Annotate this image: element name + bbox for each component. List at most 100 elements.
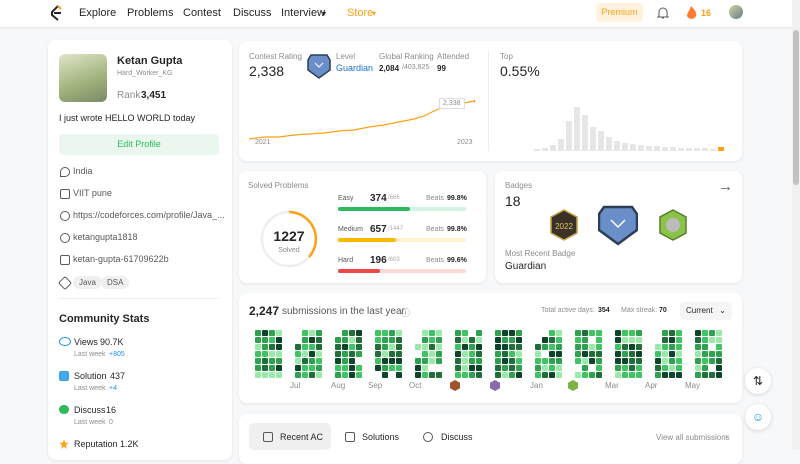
heatmap-cell — [615, 337, 621, 343]
nav-link[interactable]: Problems — [127, 7, 174, 19]
heatmap-cell — [255, 337, 261, 343]
heatmap-cell — [495, 365, 501, 371]
heatmap-cell — [509, 344, 515, 350]
tab-label[interactable]: Recent AC — [280, 432, 324, 442]
nav-link[interactable]: Discuss — [233, 7, 272, 19]
premium-button[interactable]: Premium — [596, 3, 643, 22]
submission-text: submissions in the last year — [282, 306, 405, 317]
tab-label[interactable]: Discuss — [441, 432, 473, 442]
nav-link[interactable]: Explore — [79, 7, 117, 19]
heatmap-cell — [436, 337, 442, 343]
heatmap-cell — [382, 351, 388, 357]
badge-icon[interactable]: 2022 — [549, 209, 579, 241]
heatmap-cell — [396, 351, 402, 357]
heatmap-cell — [462, 365, 468, 371]
badge-icon[interactable] — [598, 204, 638, 246]
info-icon[interactable]: ⓘ — [401, 308, 411, 318]
heatmap-cell — [549, 372, 555, 378]
heatmap-cell — [596, 358, 602, 364]
heatmap-cell — [255, 358, 261, 364]
heatmap-cell — [276, 344, 282, 350]
heatmap-cell — [709, 330, 715, 336]
github-icon — [60, 233, 70, 243]
heatmap-cell — [335, 358, 341, 364]
heatmap-cell — [396, 337, 402, 343]
month-badge[interactable] — [490, 380, 500, 391]
heatmap-cell — [582, 372, 588, 378]
heatmap-cell — [662, 372, 668, 378]
avatar[interactable] — [729, 5, 743, 19]
heatmap-cell — [335, 372, 341, 378]
heatmap-cell — [615, 330, 621, 336]
heatmap-cell — [502, 358, 508, 364]
skill-tag[interactable]: DSA — [101, 276, 130, 289]
solved-card: Solved Problems 1227 Solved Easy 374/666 B… — [239, 171, 486, 283]
heatmap-cell — [542, 372, 548, 378]
edit-profile-button[interactable]: Edit Profile — [59, 134, 219, 155]
float-button[interactable]: ⇅ — [745, 368, 771, 394]
year-select[interactable]: Current ⌄ — [680, 302, 732, 320]
global-label: Global Ranking — [379, 52, 434, 61]
info-text[interactable]: https://codeforces.com/profile/Java_... — [73, 210, 225, 220]
heatmap-cell — [302, 372, 308, 378]
fire-icon[interactable] — [686, 5, 697, 20]
heatmap-cell — [262, 365, 268, 371]
heatmap-cell — [356, 337, 362, 343]
nav-link[interactable]: Contest — [183, 7, 221, 19]
heatmap-cell — [615, 344, 621, 350]
heatmap-cell — [469, 365, 475, 371]
heatmap-cell — [509, 330, 515, 336]
heatmap-cell — [549, 344, 555, 350]
rank-label: Rank — [117, 90, 141, 101]
badge-icon[interactable] — [658, 209, 688, 241]
tabs-card: Recent AC Solutions Discuss View all sub… — [239, 414, 742, 464]
rating: 2,338 — [249, 63, 285, 79]
month-label: Apr — [645, 381, 658, 390]
heatmap-cell — [316, 344, 322, 350]
heatmap-cell — [429, 358, 435, 364]
heatmap-cell — [676, 344, 682, 350]
tab-label[interactable]: Solutions — [362, 432, 400, 442]
heatmap-cell — [415, 372, 421, 378]
heatmap-cell — [636, 358, 642, 364]
nav-link[interactable]: Store — [347, 7, 374, 19]
page: {"nav": {"links": ["Explore", "Problems"… — [49, 0, 800, 450]
discuss-icon — [59, 405, 69, 414]
heatmap-cell — [589, 351, 595, 357]
heatmap-cell — [302, 344, 308, 350]
heatmap-cell — [502, 337, 508, 343]
heatmap-cell — [335, 365, 341, 371]
scroll-thumb[interactable] — [793, 30, 799, 185]
nav-link[interactable]: Interview — [281, 7, 326, 19]
float-button[interactable]: ☺ — [745, 404, 771, 430]
heatmap-cell — [396, 358, 402, 364]
heatmap-cell — [629, 365, 635, 371]
month-badge[interactable] — [568, 380, 578, 391]
level-label: Hard — [338, 257, 354, 264]
info-text[interactable]: ketangupta1818 — [73, 232, 138, 242]
heatmap-cell — [356, 372, 362, 378]
month-badge[interactable] — [450, 380, 460, 391]
heatmap-cell — [382, 365, 388, 371]
guardian-badge — [307, 54, 331, 79]
heatmap-cell — [556, 351, 562, 357]
skill-tag[interactable]: Java — [73, 276, 102, 289]
info-text[interactable]: ketan-gupta-61709622b — [73, 254, 169, 264]
bell-icon[interactable] — [657, 6, 669, 20]
attended-label: Attended — [437, 52, 470, 61]
histogram-bar — [598, 131, 604, 151]
heatmap-cell — [636, 372, 642, 378]
scrollbar[interactable] — [792, 0, 800, 450]
heatmap-cell — [375, 358, 381, 364]
stat-value: 90.7K — [100, 337, 124, 347]
active-tab[interactable] — [249, 423, 331, 450]
histogram-bar — [694, 148, 700, 151]
histogram-bar — [630, 144, 636, 151]
heatmap-cell — [382, 344, 388, 350]
heatmap-cell — [516, 344, 522, 350]
beats-value: 99.8% — [447, 195, 467, 202]
arrow-button[interactable]: → — [718, 178, 733, 195]
logo[interactable] — [49, 5, 63, 21]
view-all-link[interactable]: View all submissions — [656, 433, 730, 442]
heatmap-cell — [455, 344, 461, 350]
